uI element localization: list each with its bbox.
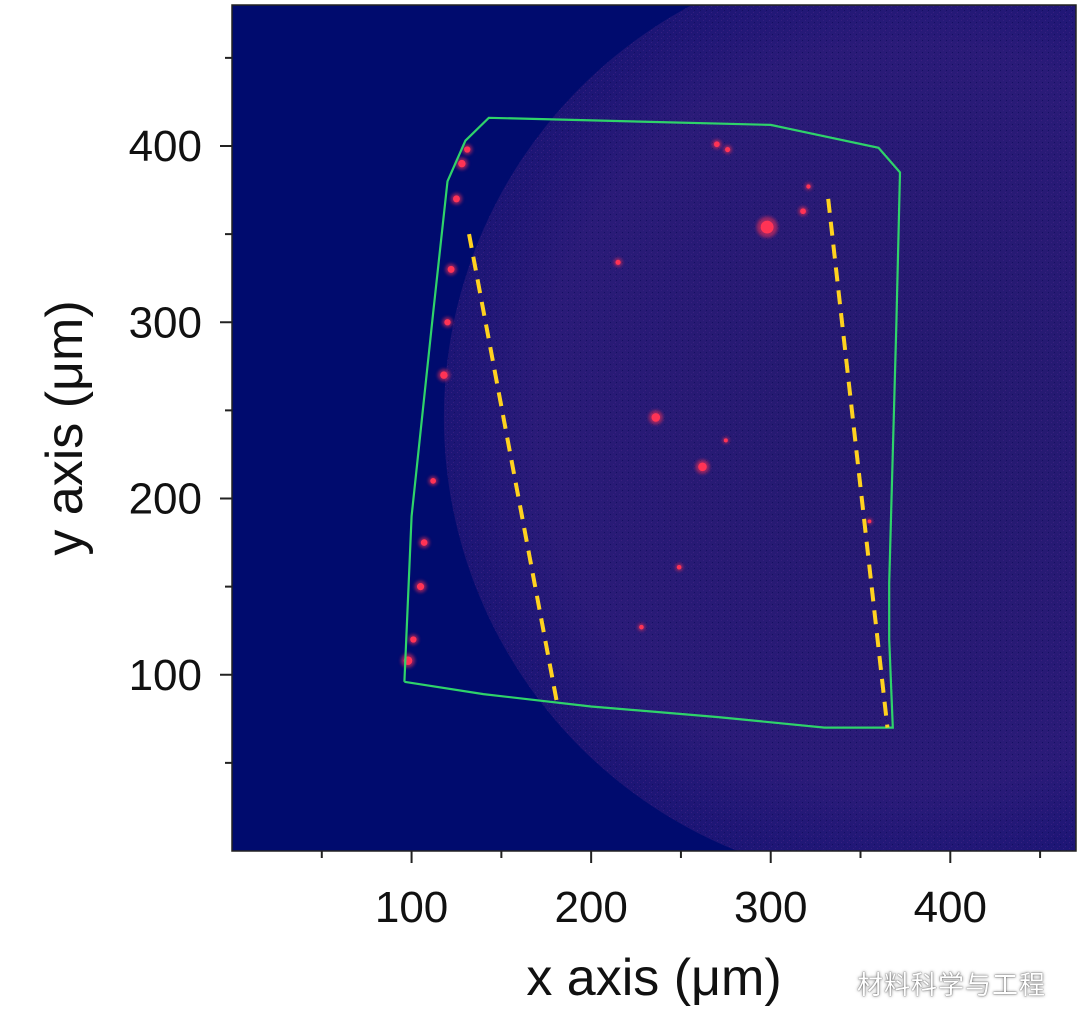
hotspot-0 [760, 220, 774, 234]
dashed-line-1 [467, 233, 559, 704]
hotspot-22 [867, 519, 872, 524]
hotspot-18 [447, 265, 455, 273]
x-tick-label-300: 300 [734, 883, 807, 932]
hotspot-6 [723, 438, 728, 443]
wechat-icon [815, 970, 847, 995]
hotspot-10 [806, 184, 811, 189]
hotspot-16 [440, 371, 448, 379]
disk-noise-texture [444, 5, 1076, 851]
x-axis: 100 200 300 400 [320, 851, 1042, 932]
hotspot-13 [416, 583, 425, 591]
hotspot-9 [725, 146, 731, 153]
dashed-line-2 [826, 198, 890, 728]
hotspot-15 [430, 478, 436, 484]
y-tick-label-100: 100 [129, 651, 202, 700]
hotspot-5 [639, 624, 644, 630]
hotspot-7 [800, 208, 806, 215]
hotspot-layer [400, 139, 873, 668]
hotspot-14 [420, 539, 428, 546]
watermark: 材料科学与工程 [815, 965, 1046, 1002]
sample-outline [403, 116, 902, 729]
x-tick-label-400: 400 [914, 883, 987, 932]
dashed-line-layer [467, 198, 890, 728]
hotspot-20 [458, 159, 466, 168]
hotspot-3 [615, 259, 621, 265]
hotspot-2 [698, 462, 707, 472]
hotspot-1 [651, 413, 661, 422]
x-axis-title: x axis (μm) [526, 949, 781, 1007]
x-tick-label-200: 200 [554, 883, 627, 932]
y-tick-label-400: 400 [129, 122, 202, 171]
y-tick-label-200: 200 [129, 475, 202, 524]
plot-frame [231, 4, 1077, 852]
y-axis-title: y axis (μm) [36, 300, 94, 555]
hotspot-8 [713, 141, 720, 148]
y-tick-label-300: 300 [129, 298, 202, 347]
hotspot-12 [410, 636, 417, 643]
x-tick-label-100: 100 [375, 883, 448, 932]
hotspot-17 [444, 319, 451, 326]
hotspot-4 [676, 564, 682, 570]
hotspot-19 [453, 195, 460, 203]
watermark-text: 材料科学与工程 [856, 971, 1046, 1001]
y-axis: 100 200 300 400 [129, 56, 232, 764]
hotspot-21 [464, 146, 471, 153]
